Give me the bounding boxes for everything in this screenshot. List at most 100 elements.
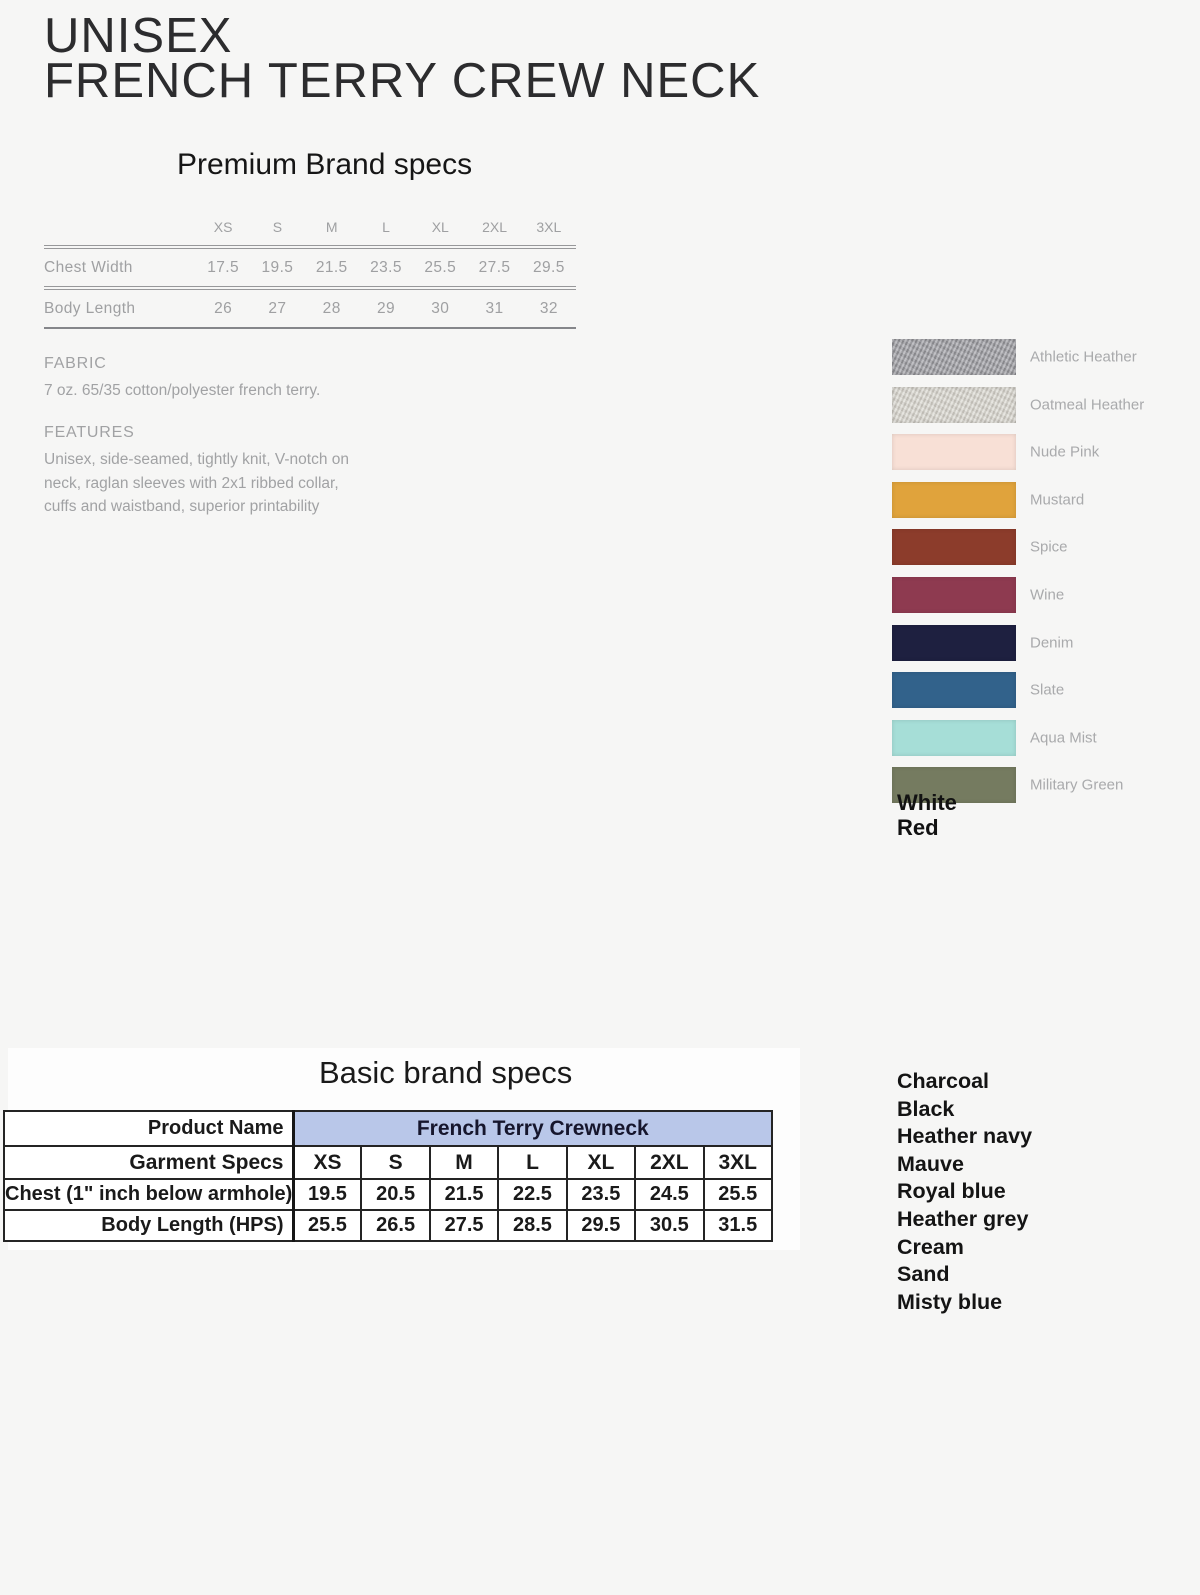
size-header-cell: XS	[291, 1145, 363, 1180]
basic-specs-table: Product Name French Terry Crewneck Garme…	[3, 1110, 774, 1242]
additional-color-item: Royal blue	[897, 1179, 1006, 1204]
features-text-line: cuffs and waistband, superior printabili…	[44, 498, 320, 515]
basic-specs-heading: Basic brand specs	[319, 1055, 573, 1090]
chest-width-row: Chest Width 17.5 19.5 21.5 23.5 25.5 27.…	[44, 247, 576, 290]
fabric-text: 7 oz. 65/35 cotton/polyester french terr…	[44, 382, 321, 399]
spec-value-cell: 19.5	[291, 1178, 363, 1211]
extra-color-item: White	[897, 790, 957, 815]
size-header-cell: XS	[196, 211, 251, 249]
spec-value-cell: 31.5	[702, 1209, 774, 1242]
size-header-cell: M	[428, 1145, 500, 1180]
product-title: UNISEX FRENCH TERRY CREW NECK	[44, 9, 761, 108]
premium-empty-cell	[44, 211, 196, 249]
spec-value-cell: 21.5	[428, 1178, 500, 1211]
color-swatch-row: Athletic Heather	[892, 339, 1137, 375]
additional-color-item: Heather grey	[897, 1206, 1029, 1231]
premium-specs-heading: Premium Brand specs	[177, 148, 473, 181]
product-name-value-cell: French Terry Crewneck	[292, 1110, 773, 1147]
color-swatch	[892, 481, 1016, 518]
spec-value-cell: 28	[304, 288, 359, 329]
spec-value-cell: 23.5	[565, 1178, 637, 1211]
color-swatch-row: Mustard	[892, 481, 1084, 518]
color-swatch-row: Spice	[892, 529, 1068, 566]
color-swatch	[892, 672, 1016, 709]
size-header-cell: 2XL	[467, 211, 522, 249]
row-label-cell: Product Name	[3, 1110, 295, 1147]
color-swatch-label: Oatmeal Heather	[1030, 396, 1145, 414]
spec-value-cell: 32	[521, 288, 576, 329]
spec-value-cell: 28.5	[497, 1209, 568, 1242]
garment-specs-row: Garment Specs XS S M L XL 2XL 3XL	[3, 1145, 774, 1180]
color-swatch-row: Nude Pink	[892, 434, 1099, 471]
color-swatch-row: Wine	[892, 576, 1064, 613]
spec-value-cell: 24.5	[634, 1178, 705, 1211]
spec-value-cell: 25.5	[413, 247, 468, 290]
spec-value-cell: 26	[196, 288, 251, 329]
size-header-cell: XL	[413, 211, 468, 249]
additional-color-item: Misty blue	[897, 1289, 1003, 1314]
premium-size-header-row: XS S M L XL 2XL 3XL	[44, 211, 576, 249]
spec-value-cell: 30	[413, 288, 468, 329]
color-swatch-row: Oatmeal Heather	[892, 386, 1144, 423]
spec-value-cell: 27	[250, 288, 305, 329]
spec-value-cell: 26.5	[360, 1209, 431, 1242]
spec-value-cell: 29.5	[521, 247, 576, 290]
size-header-cell: 2XL	[634, 1145, 705, 1180]
spec-value-cell: 21.5	[304, 247, 359, 290]
product-title-line2: FRENCH TERRY CREW NECK	[44, 54, 761, 108]
size-header-cell: XL	[565, 1145, 637, 1180]
color-swatch	[892, 624, 1016, 661]
color-swatch	[892, 767, 1016, 804]
color-swatch	[892, 576, 1016, 613]
extra-color-item: Red	[897, 814, 939, 840]
color-swatch-label: Aqua Mist	[1030, 729, 1097, 747]
color-swatch-row: Slate	[892, 672, 1064, 709]
color-swatch-label: Mustard	[1030, 491, 1085, 509]
additional-color-item: Sand	[897, 1262, 950, 1287]
additional-color-item: Black	[897, 1096, 955, 1121]
color-swatch-row: Military Green	[892, 767, 1123, 804]
color-swatch-list: Athletic Heather Oatmeal Heather Nude Pi…	[892, 339, 1144, 815]
additional-color-item: Cream	[897, 1234, 964, 1259]
color-swatch	[892, 719, 1016, 756]
color-swatch-label: Spice	[1030, 538, 1068, 556]
additional-colors-list: Charcoal Black Heather navy Mauve Royal …	[897, 1068, 1032, 1316]
fabric-heading: FABRIC	[44, 355, 107, 372]
color-swatch	[892, 339, 1016, 375]
features-text-line: neck, raglan sleeves with 2x1 ribbed col…	[44, 474, 339, 492]
size-header-cell: L	[497, 1145, 568, 1180]
row-label-cell: Body Length	[44, 288, 196, 329]
product-title-line1: UNISEX	[44, 9, 233, 63]
body-length-row: Body Length 26 27 28 29 30 31 32	[44, 288, 576, 329]
row-label-cell: Body Length (HPS)	[3, 1209, 295, 1242]
color-swatch-label: Wine	[1030, 586, 1065, 604]
extra-colors-list: White Red	[897, 790, 957, 840]
product-name-row: Product Name French Terry Crewneck	[3, 1110, 773, 1147]
additional-color-item: Charcoal	[897, 1069, 990, 1093]
features-text-line: Unisex, side-seamed, tightly knit, V-not…	[44, 451, 349, 468]
spec-value-cell: 25.5	[291, 1209, 363, 1242]
additional-color-item: Heather navy	[897, 1124, 1033, 1149]
features-section: FEATURES Unisex, side-seamed, tightly kn…	[44, 424, 374, 519]
premium-size-table: XS S M L XL 2XL 3XL Chest Width 17.5 19.…	[44, 211, 576, 329]
color-swatch	[892, 434, 1016, 471]
color-swatch	[892, 529, 1016, 566]
spec-value-cell: 29.5	[565, 1209, 637, 1242]
color-swatch-label: Athletic Heather	[1030, 348, 1137, 366]
spec-value-cell: 25.5	[702, 1178, 774, 1211]
body-length-row: Body Length (HPS) 25.5 26.5 27.5 28.5 29…	[3, 1209, 774, 1242]
additional-color-item: Mauve	[897, 1151, 964, 1176]
spec-value-cell: 23.5	[358, 247, 414, 290]
color-swatch-label: Nude Pink	[1030, 443, 1100, 461]
size-header-cell: S	[250, 211, 305, 249]
spec-value-cell: 27.5	[428, 1209, 500, 1242]
spec-value-cell: 29	[358, 288, 414, 329]
color-swatch-row: Aqua Mist	[892, 719, 1097, 756]
row-label-cell: Garment Specs	[3, 1145, 295, 1180]
fabric-section: FABRIC 7 oz. 65/35 cotton/polyester fren…	[44, 355, 374, 403]
spec-value-cell: 17.5	[196, 247, 251, 290]
color-swatch	[892, 386, 1016, 423]
size-header-cell: 3XL	[521, 211, 576, 249]
color-swatch-row: Denim	[892, 624, 1073, 661]
